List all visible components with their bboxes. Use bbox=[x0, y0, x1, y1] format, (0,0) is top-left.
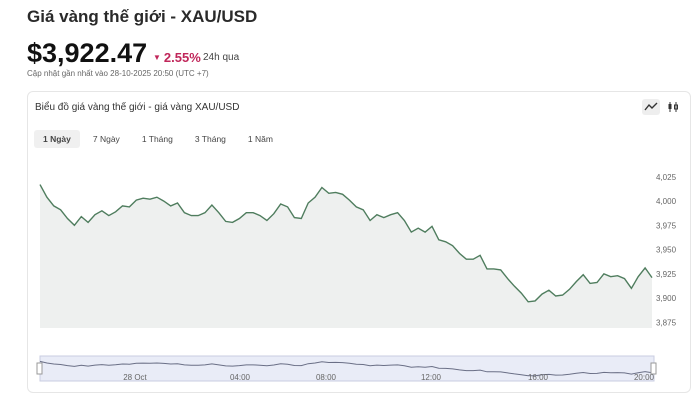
y-tick-label: 4,000 bbox=[656, 197, 677, 206]
price: $3,922.47 bbox=[27, 38, 148, 68]
price-area bbox=[40, 184, 652, 328]
chart-card: Biểu đồ giá vàng thế giới - giá vàng XAU… bbox=[27, 91, 691, 393]
navigator-label: 16:00 bbox=[528, 373, 549, 382]
price-change: ▼ 2.55% bbox=[153, 50, 201, 65]
price-line bbox=[39, 184, 653, 303]
candle-icon bbox=[668, 102, 678, 112]
navigator-label: 12:00 bbox=[421, 373, 442, 382]
navigator-handle-right[interactable] bbox=[650, 362, 657, 375]
line-chart-button[interactable] bbox=[642, 99, 660, 115]
range-tab[interactable]: 1 Năm bbox=[247, 134, 273, 144]
y-tick-label: 3,900 bbox=[656, 294, 677, 303]
y-tick-label: 4,025 bbox=[656, 173, 677, 182]
range-tab[interactable]: 1 Ngày bbox=[34, 130, 80, 148]
y-tick-label: 3,950 bbox=[656, 246, 677, 255]
navigator-label: 08:00 bbox=[316, 373, 337, 382]
candle-chart-button[interactable] bbox=[664, 99, 682, 115]
navigator-label: 20:00 bbox=[634, 373, 655, 382]
navigator-label: 04:00 bbox=[230, 373, 251, 382]
card-title: Biểu đồ giá vàng thế giới - giá vàng XAU… bbox=[35, 102, 240, 113]
down-arrow: ▼ bbox=[153, 53, 161, 62]
change-period: 24h qua bbox=[203, 52, 240, 63]
range-tab[interactable]: 7 Ngày bbox=[92, 134, 120, 144]
range-tab[interactable]: 1 Tháng bbox=[141, 134, 173, 144]
navigator-handle-left[interactable] bbox=[36, 362, 43, 375]
navigator-line bbox=[39, 360, 653, 377]
y-tick-label: 3,875 bbox=[656, 318, 677, 327]
line-icon bbox=[644, 102, 658, 111]
range-tabs: 1 Ngày 7 Ngày 1 Tháng 3 Tháng 1 Năm bbox=[34, 130, 282, 148]
updated-time: Cập nhật gần nhất vào 28-10-2025 20:50 (… bbox=[27, 69, 209, 78]
y-tick-label: 3,925 bbox=[656, 270, 677, 279]
change-value: 2.55% bbox=[163, 50, 201, 65]
navigator-label: 28 Oct bbox=[123, 373, 147, 382]
page-title: Giá vàng thế giới - XAU/USD bbox=[27, 7, 258, 26]
range-tab[interactable]: 3 Tháng bbox=[194, 134, 226, 144]
y-tick-label: 3,975 bbox=[656, 221, 677, 230]
